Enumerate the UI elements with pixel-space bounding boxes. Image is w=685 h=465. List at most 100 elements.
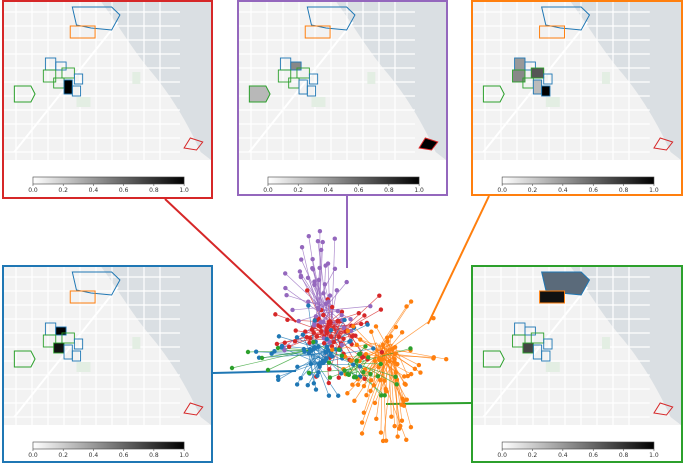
network-node-green (339, 353, 345, 358)
network-node-blue (371, 346, 376, 351)
network-node-red (314, 334, 320, 339)
network-node-purple (310, 267, 316, 272)
network-node-blue (272, 348, 277, 354)
network-node-red (336, 334, 342, 339)
region-block (514, 57, 526, 71)
colorbar (501, 441, 655, 450)
network-node-red (305, 288, 310, 293)
network-node-purple (321, 291, 326, 296)
network-node-blue (276, 377, 281, 382)
network-node-orange (405, 373, 410, 379)
region-orange (539, 25, 566, 39)
colorbar-tick-label: 0.8 (619, 452, 629, 459)
network-node-blue (298, 375, 303, 381)
network-node-blue (324, 336, 330, 342)
network-node-orange (372, 358, 378, 364)
network-node-orange (358, 337, 363, 342)
network-node-red (379, 349, 385, 355)
colorbar-tick-label: 0.4 (89, 187, 99, 194)
network-node-red (321, 312, 326, 318)
network-node-green (327, 375, 333, 380)
network-node-purple (315, 305, 321, 311)
map-park (545, 97, 560, 107)
network-node-orange (416, 362, 422, 368)
network-node-blue (320, 358, 326, 363)
network-node-orange (408, 424, 414, 430)
region-orange (69, 290, 96, 304)
network-node-green (393, 374, 398, 379)
network-node-orange (408, 371, 414, 377)
colorbar-tick-label: 0.2 (293, 187, 303, 194)
network-node-green (336, 347, 342, 352)
region-block (290, 61, 302, 71)
map-lake (570, 267, 681, 425)
network-node-green (394, 382, 399, 387)
network-node-blue (294, 335, 300, 340)
network-node-purple (283, 285, 288, 291)
network-node-green (375, 374, 381, 379)
region-blue-north (71, 271, 121, 296)
colorbar (32, 176, 185, 185)
colorbar-tick-label: 0.8 (149, 187, 159, 194)
map-svg-green: 0.0 0.2 0.4 0.6 0.8 1.0 (473, 267, 681, 459)
network-node-blue (305, 382, 310, 388)
network-node-purple (335, 308, 341, 314)
network-node-orange (401, 403, 407, 408)
colorbar-tick-label: 0.4 (324, 187, 334, 194)
network-node-orange (351, 324, 356, 329)
network-node-red (378, 307, 384, 312)
network-node-red (329, 344, 335, 349)
region-orange (69, 25, 96, 39)
network-node-blue (279, 343, 285, 349)
network-node-orange (376, 364, 381, 370)
network-node-blue (308, 361, 314, 366)
network-node-red (321, 340, 327, 346)
connector-line-blue (212, 370, 297, 374)
region-block (306, 85, 317, 97)
network-node-red (327, 367, 332, 372)
region-orange (304, 25, 331, 39)
network-node-green (345, 371, 350, 377)
network-node-blue (313, 387, 319, 392)
region-block (42, 334, 57, 348)
region-block (512, 334, 526, 348)
network-node-purple (327, 339, 332, 344)
colorbar-tick-label: 0.2 (58, 187, 68, 194)
map-svg-purple: 0.0 0.2 0.4 0.6 0.8 1.0 (239, 2, 446, 194)
network-node-green (358, 351, 363, 356)
network-node-blue (307, 346, 313, 352)
network-node-red (274, 341, 280, 347)
network-node-blue (333, 347, 338, 352)
network-node-orange (393, 324, 399, 330)
network-node-red (307, 336, 313, 341)
region-block (71, 350, 82, 362)
map-panel-blue: 0.0 0.2 0.4 0.6 0.8 1.0 (2, 265, 213, 463)
network-node-green (259, 355, 265, 361)
network-node-orange (345, 328, 351, 334)
network-node-orange (408, 299, 414, 304)
map-park (367, 72, 376, 84)
network-node-red (329, 304, 335, 310)
network-node-purple (317, 228, 323, 234)
region-blue-north (71, 6, 121, 31)
region-block (530, 67, 545, 79)
network-node-blue (316, 344, 321, 349)
network-node-red (339, 309, 345, 315)
colorbar-tick-label: 0.8 (619, 187, 629, 194)
map-park (76, 97, 91, 107)
network-node-green (275, 345, 281, 351)
network-node-blue (365, 322, 370, 327)
network-node-green (363, 344, 368, 349)
network-node-red (362, 313, 367, 318)
network-node-orange (431, 315, 436, 321)
network-node-orange (373, 324, 379, 329)
map-svg-red: 0.0 0.2 0.4 0.6 0.8 1.0 (4, 2, 211, 194)
network-node-purple (299, 245, 305, 250)
network-node-orange (404, 397, 409, 402)
network-node-orange (402, 374, 407, 379)
network-node-orange (368, 388, 373, 394)
network-node-orange (372, 400, 378, 406)
colorbar-tick-label: 0.4 (558, 452, 568, 459)
network-node-green (311, 339, 316, 345)
